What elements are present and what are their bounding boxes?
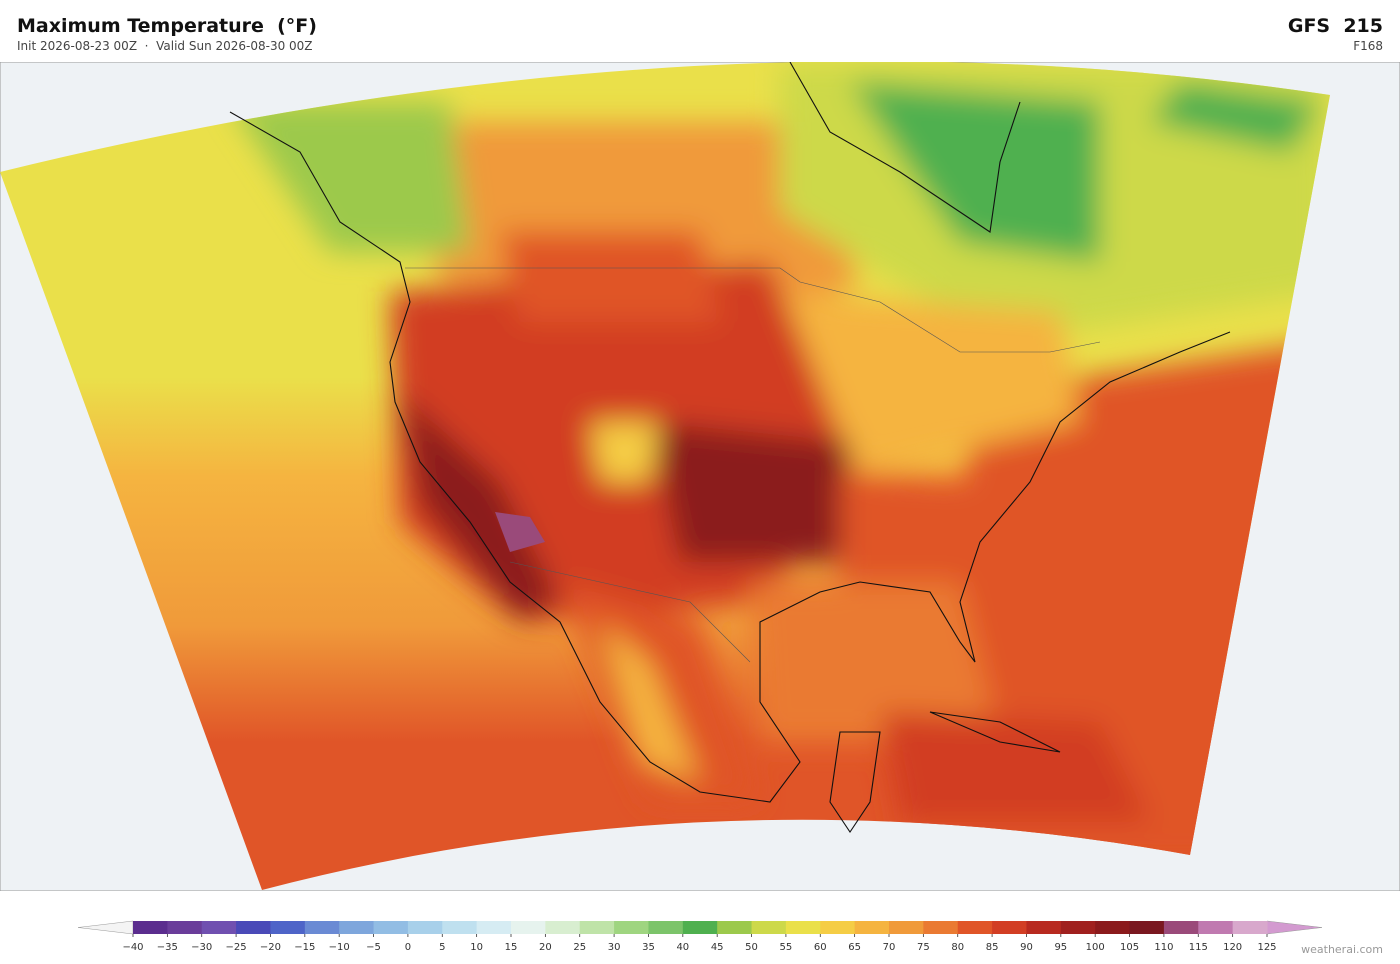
colorbar-tick-label: 110 [1154,942,1173,953]
colorbar-bin [682,921,718,934]
colorbar-bin [236,921,271,934]
colorbar-tick-label: 125 [1257,942,1276,953]
colorbar-extend-low [77,920,134,935]
colorbar-tick-label: −15 [294,942,315,953]
colorbar-bin [717,921,753,934]
colorbar-bin [476,921,512,934]
colorbar-bin [339,921,375,934]
colorbar-bin [854,921,890,934]
colorbar-tick-label: −10 [329,942,350,953]
colorbar-bin [1026,921,1062,934]
colorbar-tick-label: 30 [608,942,621,953]
colorbar-bin [511,921,546,934]
colorbar-tick-label: −35 [157,942,178,953]
map-subtitle: Init 2026-08-23 00Z · Valid Sun 2026-08-… [17,39,313,53]
colorbar-tick-label: 40 [676,942,689,953]
colorbar-bin [1060,921,1096,934]
colorbar-bin [304,921,340,934]
colorbar-bin [167,921,203,934]
colorbar-bin [614,921,649,934]
colorbar-tick-label: −5 [366,942,381,953]
colorbar-bin [923,921,959,934]
colorbar-tick-label: 80 [951,942,964,953]
colorbar-tick-label: 10 [470,942,483,953]
colorbar-bin [1232,921,1268,934]
forecast-hour: F168 [1353,39,1383,53]
colorbar-tick-label: 105 [1120,942,1139,953]
colorbar-tick-label: 100 [1086,942,1105,953]
colorbar-tick-label: −25 [226,942,247,953]
colorbar: −40 −35 −30 −25 −20 −15 −10 −5 0 5 10 15 20 25 30 35 40 4… [77,920,1383,956]
colorbar-tick-label: −20 [260,942,281,953]
colorbar-tick-label: −30 [191,942,212,953]
colorbar-tick-label: 60 [814,942,827,953]
hot-spot [495,512,545,552]
watermark: weatherai.com [1301,943,1383,956]
colorbar-tick-label: 50 [745,942,758,953]
colorbar-tick-label: 65 [848,942,861,953]
colorbar-tick-label: 75 [917,942,930,953]
colorbar-bin [648,921,684,934]
colorbar-bin [751,921,787,934]
colorbar-bin [992,921,1027,934]
colorbar-bin [820,921,856,934]
colorbar-tick-label: 45 [711,942,724,953]
colorbar-tick-label: 90 [1020,942,1033,953]
colorbar-tick-label: 120 [1223,942,1242,953]
colorbar-tick-label: 55 [780,942,793,953]
colorbar-bin [407,921,443,934]
colorbar-bin [201,921,237,934]
colorbar-tick-label: 35 [642,942,655,953]
colorbar-tick-label: 0 [405,942,411,953]
colorbar-bin [1095,921,1131,934]
colorbar-tick-label: 70 [883,942,896,953]
borders [405,267,1101,663]
colorbar-bin [889,921,924,934]
colorbar-tick-label: 25 [573,942,586,953]
colorbar-bin [1163,921,1199,934]
map [0,62,1400,891]
colorbar-tick-label: 20 [539,942,552,953]
colorbar-bin [957,921,993,934]
colorbar-bin [545,921,581,934]
colorbar-bin [1129,921,1165,934]
colorbar-bin [442,921,478,934]
colorbar-bin [579,921,615,934]
colorbar-tick-label: 115 [1189,942,1208,953]
model-label: GFS 215 [1287,15,1383,37]
temperature-field [0,62,1330,891]
coastlines [229,62,1231,833]
colorbar-tick-label: 5 [439,942,445,953]
colorbar-bin [133,921,168,934]
colorbar-tick-label: −40 [122,942,143,953]
colorbar-tick-label: 85 [986,942,999,953]
colorbar-extend-high [1266,920,1323,935]
colorbar-tick-label: 15 [505,942,518,953]
colorbar-bin [785,921,821,934]
colorbar-tick-label: 95 [1054,942,1067,953]
map-title: Maximum Temperature (°F) [17,15,317,37]
colorbar-bin [1198,921,1234,934]
colorbar-bin [270,921,306,934]
colorbar-bin [373,921,409,934]
